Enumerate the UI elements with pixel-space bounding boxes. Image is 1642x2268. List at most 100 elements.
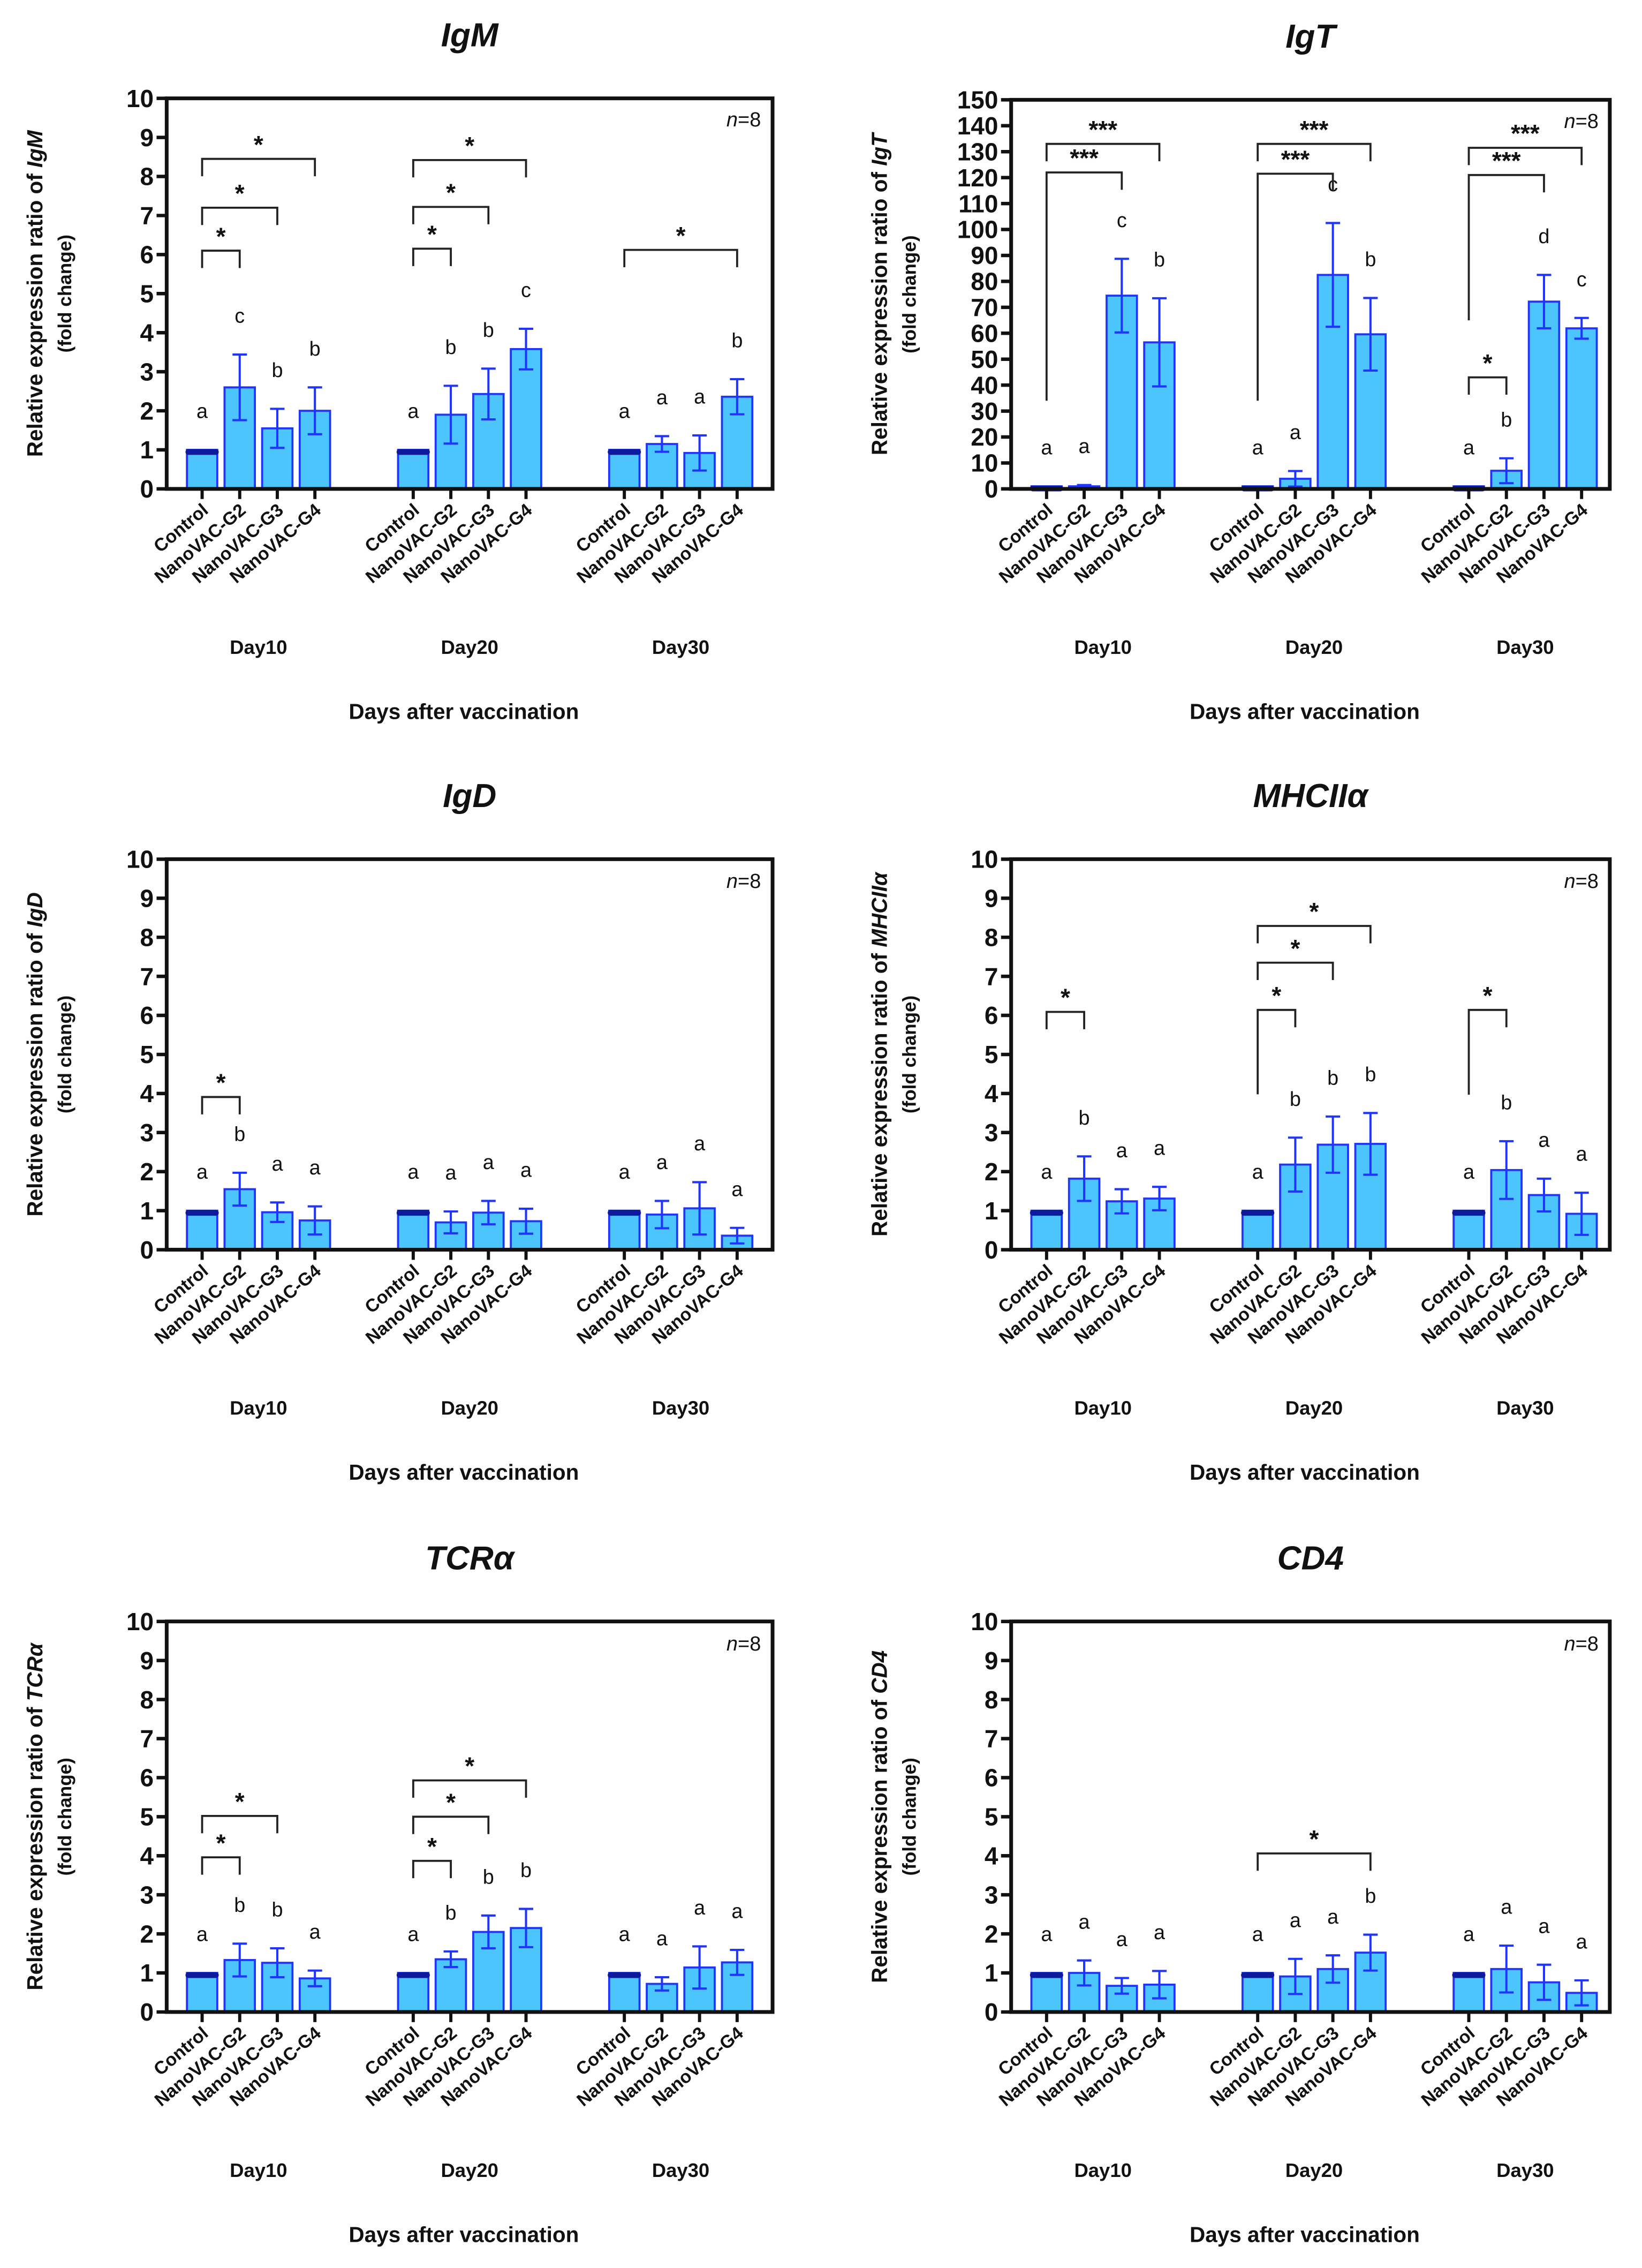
y-tick-label: 7 bbox=[985, 1725, 998, 1753]
significance-letter: a bbox=[694, 386, 706, 409]
y-tick-label: 0 bbox=[140, 1998, 154, 2026]
significance-marker: * bbox=[254, 131, 263, 159]
y-tick-label: 2 bbox=[985, 1920, 998, 1948]
significance-letter: a bbox=[1116, 1928, 1128, 1951]
significance-letter: a bbox=[731, 1178, 743, 1201]
significance-letter: b bbox=[483, 1866, 494, 1888]
significance-bracket bbox=[412, 206, 490, 224]
significance-bracket bbox=[412, 1779, 527, 1798]
group-label: Day20 bbox=[1285, 636, 1343, 658]
y-tick-label: 120 bbox=[957, 164, 998, 192]
y-axis-label: Relative expression ratio of MHCIIα bbox=[867, 871, 891, 1237]
significance-bracket bbox=[1257, 142, 1372, 162]
significance-letter: a bbox=[1576, 1143, 1588, 1166]
significance-letter: a bbox=[520, 1159, 532, 1182]
significance-letter: a bbox=[1154, 1137, 1166, 1160]
significance-letter: a bbox=[407, 401, 419, 423]
y-tick-label: 2 bbox=[985, 1158, 998, 1186]
significance-bracket bbox=[1045, 171, 1123, 401]
significance-bracket bbox=[201, 1856, 241, 1875]
significance-letter: a bbox=[1463, 1924, 1475, 1946]
y-axis-label: Relative expression ratio of IgT bbox=[867, 132, 891, 455]
y-tick-label: 9 bbox=[140, 1647, 154, 1675]
y-tick-label: 6 bbox=[140, 1764, 154, 1792]
y-tick-label: 8 bbox=[140, 1686, 154, 1714]
chart-title: MHCIIα bbox=[1253, 778, 1369, 815]
y-tick-label: 5 bbox=[985, 1803, 998, 1831]
significance-marker: * bbox=[216, 222, 226, 250]
chart-title: IgM bbox=[441, 17, 499, 54]
y-tick-label: 9 bbox=[985, 884, 998, 912]
significance-letter: a bbox=[445, 1162, 457, 1185]
significance-bracket bbox=[1257, 961, 1334, 980]
significance-letter: a bbox=[619, 1161, 631, 1184]
significance-letter: a bbox=[271, 1153, 283, 1176]
y-tick-label: 30 bbox=[971, 397, 998, 425]
significance-letter: a bbox=[1538, 1129, 1550, 1151]
y-tick-label: 5 bbox=[140, 280, 154, 307]
group-label: Day10 bbox=[230, 1397, 287, 1419]
significance-letter: a bbox=[309, 1157, 321, 1179]
significance-letter: b bbox=[1501, 409, 1512, 431]
significance-letter: a bbox=[196, 1924, 208, 1946]
significance-marker: *** bbox=[1070, 144, 1099, 172]
significance-letter: b bbox=[445, 1902, 457, 1924]
significance-letter: a bbox=[694, 1133, 706, 1155]
significance-letter: b bbox=[1365, 1885, 1376, 1908]
y-tick-label: 10 bbox=[971, 449, 998, 477]
group-label: Day10 bbox=[1074, 2159, 1131, 2181]
significance-letter: d bbox=[1538, 225, 1549, 248]
significance-marker: * bbox=[465, 1752, 474, 1780]
y-axis-label-prefix: Relative expression ratio of bbox=[867, 947, 891, 1237]
plot-frame bbox=[164, 96, 775, 491]
y-tick-label: 8 bbox=[140, 923, 154, 951]
significance-letter: a bbox=[483, 1151, 495, 1174]
y-axis-label-unit: (fold change) bbox=[899, 996, 920, 1113]
significance-letter: c bbox=[234, 305, 245, 328]
y-tick-label: 6 bbox=[140, 1001, 154, 1029]
significance-marker: * bbox=[1483, 349, 1493, 377]
significance-letter: a bbox=[196, 1161, 208, 1184]
y-tick-label: 10 bbox=[126, 846, 154, 873]
bar bbox=[397, 449, 430, 490]
y-axis-label-gene: CD4 bbox=[867, 1651, 891, 1694]
y-tick-label: 130 bbox=[957, 138, 998, 165]
group-label: Day30 bbox=[652, 1397, 709, 1419]
y-tick-label: 2 bbox=[140, 1920, 154, 1948]
significance-bracket bbox=[412, 1815, 490, 1834]
y-tick-label: 10 bbox=[971, 1608, 998, 1636]
significance-letter: a bbox=[1252, 437, 1264, 459]
y-tick-label: 1 bbox=[985, 1197, 998, 1225]
y-axis-label: Relative expression ratio of TCRα bbox=[22, 1642, 47, 1990]
y-tick-label: 6 bbox=[140, 241, 154, 269]
significance-letter: a bbox=[1041, 1161, 1053, 1184]
significance-letter: b bbox=[1290, 1088, 1301, 1111]
significance-letter: b bbox=[1079, 1107, 1090, 1129]
group-label: Day20 bbox=[1285, 2159, 1343, 2181]
y-tick-label: 70 bbox=[971, 293, 998, 321]
bar bbox=[608, 1209, 641, 1251]
group-label: Day20 bbox=[1285, 1397, 1343, 1419]
y-axis-label-gene: IgT bbox=[867, 132, 891, 166]
significance-letter: a bbox=[1154, 1922, 1166, 1944]
bar bbox=[1030, 1972, 1063, 2013]
y-tick-label: 4 bbox=[985, 1842, 998, 1870]
group-label: Day30 bbox=[1496, 1397, 1554, 1419]
y-axis-label-unit: (fold change) bbox=[55, 1758, 75, 1875]
bar bbox=[608, 1972, 641, 2013]
significance-bracket bbox=[201, 1096, 241, 1114]
y-tick-label: 110 bbox=[958, 190, 998, 217]
bar bbox=[608, 449, 641, 490]
y-axis-label-prefix: Relative expression ratio of bbox=[22, 168, 47, 457]
significance-letter: b bbox=[271, 359, 283, 382]
significance-letter: b bbox=[234, 1894, 245, 1917]
group-label: Day10 bbox=[1074, 1397, 1131, 1419]
bar bbox=[1241, 1972, 1274, 2013]
significance-letter: a bbox=[656, 1928, 668, 1950]
y-tick-label: 50 bbox=[971, 345, 998, 373]
sample-size-label: n=8 bbox=[726, 109, 761, 132]
y-tick-label: 60 bbox=[971, 319, 998, 347]
